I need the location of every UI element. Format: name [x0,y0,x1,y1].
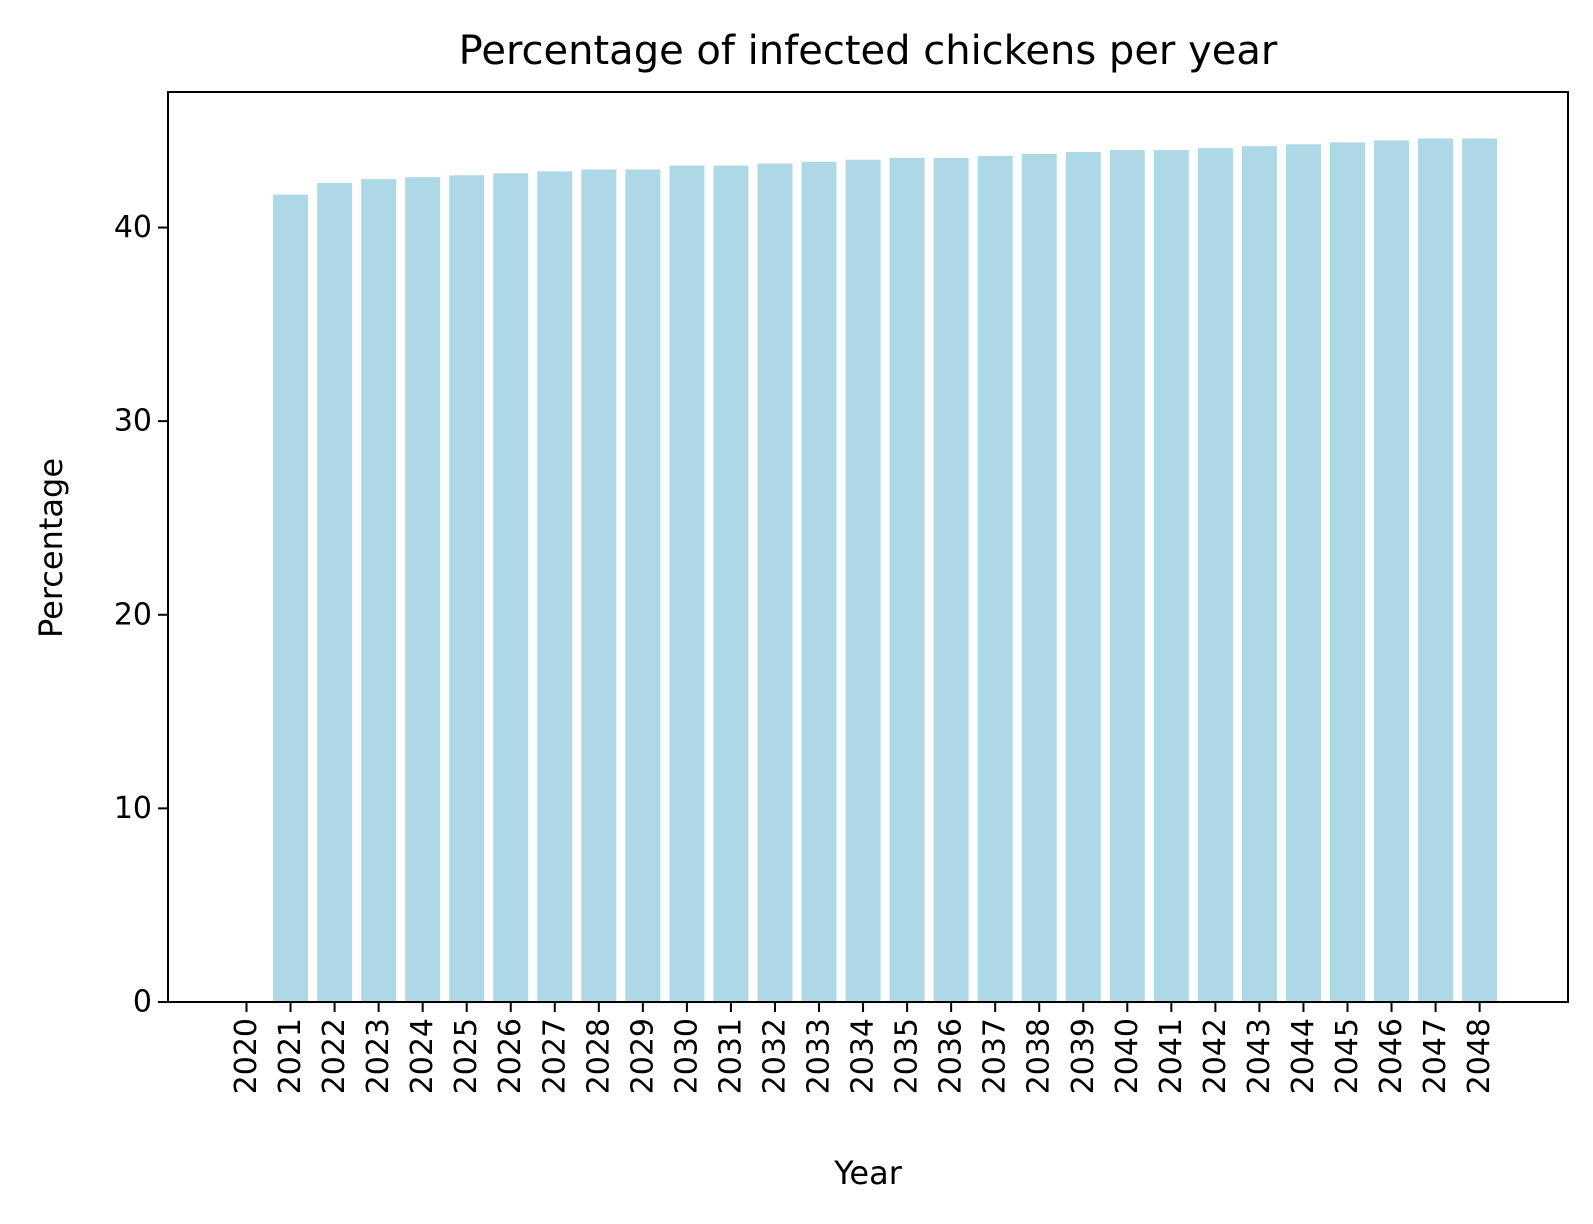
bar-2037 [977,155,1013,1002]
x-tick-label: 2030 [669,1018,704,1094]
bar-2038 [1021,153,1057,1002]
bar-2036 [933,157,969,1002]
x-tick-label: 2045 [1330,1018,1365,1094]
y-tick-label: 20 [114,597,152,632]
x-tick-label: 2026 [493,1018,528,1094]
bar-2029 [625,169,661,1002]
x-tick-label: 2029 [625,1018,660,1094]
bar-2044 [1285,144,1321,1002]
x-tick-label: 2047 [1418,1018,1453,1094]
x-tick-label: 2037 [978,1018,1013,1094]
bar-2025 [449,175,485,1002]
bar-2031 [713,165,749,1002]
x-tick-label: 2022 [317,1018,352,1094]
y-tick-label: 0 [133,985,152,1020]
x-axis: 2020 2021 2022 2023 2024 2025 2026 2027 2028 2029… [229,1002,1497,1094]
bar-2035 [889,157,925,1002]
chart-title: Percentage of infected chickens per year [459,28,1278,74]
x-axis-label: Year [833,1154,903,1192]
plot-frame [167,91,1569,1003]
x-tick-label: 2042 [1198,1018,1233,1094]
y-axis: 0 10 20 30 40 [114,210,168,1020]
bars-layer [273,138,1498,1003]
bar-2034 [845,159,881,1002]
x-tick-label: 2039 [1066,1018,1101,1094]
x-tick-label: 2040 [1110,1018,1145,1094]
bar-2048 [1462,138,1498,1003]
bar-2042 [1197,148,1233,1002]
x-tick-label: 2038 [1022,1018,1057,1094]
x-tick-label: 2033 [802,1018,837,1094]
bar-2046 [1374,140,1410,1002]
bar-2032 [757,163,793,1002]
bar-2021 [273,194,309,1002]
x-tick-label: 2046 [1374,1018,1409,1094]
x-tick-label: 2035 [890,1018,925,1094]
bar-2022 [317,183,353,1002]
x-tick-label: 2048 [1462,1018,1497,1094]
x-tick-label: 2028 [581,1018,616,1094]
y-tick-label: 10 [114,791,152,826]
bar-2030 [669,165,705,1002]
x-tick-label: 2025 [449,1018,484,1094]
bar-2039 [1065,152,1101,1002]
x-tick-label: 2027 [537,1018,572,1094]
bar-2041 [1153,150,1189,1003]
x-tick-label: 2041 [1154,1018,1189,1094]
x-tick-label: 2031 [713,1018,748,1094]
bar-2045 [1330,142,1365,1003]
bar-2023 [361,179,397,1002]
bar-2047 [1418,138,1454,1003]
x-tick-label: 2032 [757,1018,792,1094]
bar-2027 [537,171,573,1002]
x-tick-label: 2020 [229,1018,264,1094]
bar-2024 [405,177,441,1002]
y-tick-label: 40 [114,210,152,245]
bar-2033 [801,161,837,1002]
bar-2040 [1109,150,1145,1003]
bar-2028 [581,169,617,1002]
x-tick-label: 2023 [361,1018,396,1094]
x-tick-label: 2024 [405,1018,440,1094]
x-tick-label: 2043 [1242,1018,1277,1094]
x-tick-label: 2036 [934,1018,969,1094]
y-axis-label: Percentage [32,458,70,638]
bar-2043 [1241,146,1277,1002]
x-tick-label: 2034 [846,1018,881,1094]
y-tick-label: 30 [114,404,152,439]
x-tick-label: 2044 [1286,1018,1321,1094]
bar-2026 [493,173,529,1002]
x-tick-label: 2021 [273,1018,308,1094]
